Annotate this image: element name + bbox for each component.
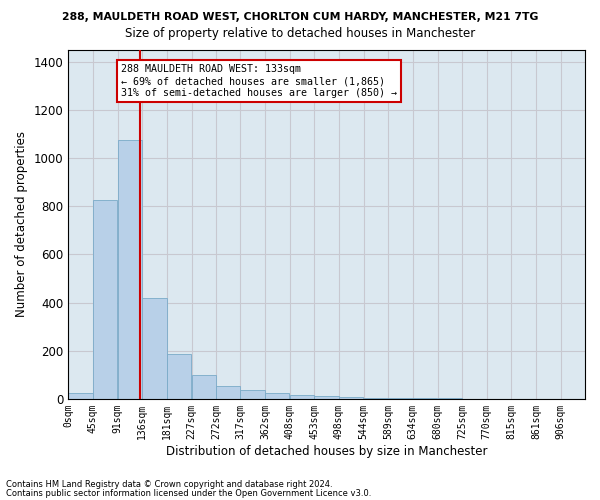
Bar (167, 354, 191, 399)
Bar (92, 200, 117, 399)
Bar (388, 398, 413, 399)
X-axis label: Distribution of detached houses by size in Manchester: Distribution of detached houses by size … (166, 444, 487, 458)
Bar (118, 140, 142, 399)
Bar (191, 375, 216, 399)
Bar (339, 397, 363, 399)
Text: 288 MAULDETH ROAD WEST: 133sqm
← 69% of detached houses are smaller (1,865)
31% : 288 MAULDETH ROAD WEST: 133sqm ← 69% of … (121, 64, 397, 98)
Bar (364, 398, 388, 399)
Text: 288, MAULDETH ROAD WEST, CHORLTON CUM HARDY, MANCHESTER, M21 7TG: 288, MAULDETH ROAD WEST, CHORLTON CUM HA… (62, 12, 538, 22)
Text: Contains HM Land Registry data © Crown copyright and database right 2024.: Contains HM Land Registry data © Crown c… (6, 480, 332, 489)
Bar (314, 396, 339, 399)
Bar (68, 393, 92, 399)
Text: Contains public sector information licensed under the Open Government Licence v3: Contains public sector information licen… (6, 488, 371, 498)
Y-axis label: Number of detached properties: Number of detached properties (15, 132, 28, 318)
Bar (265, 393, 289, 399)
Bar (216, 386, 241, 399)
Bar (142, 298, 167, 399)
Text: Size of property relative to detached houses in Manchester: Size of property relative to detached ho… (125, 28, 475, 40)
Bar (241, 390, 265, 399)
Bar (290, 395, 314, 399)
